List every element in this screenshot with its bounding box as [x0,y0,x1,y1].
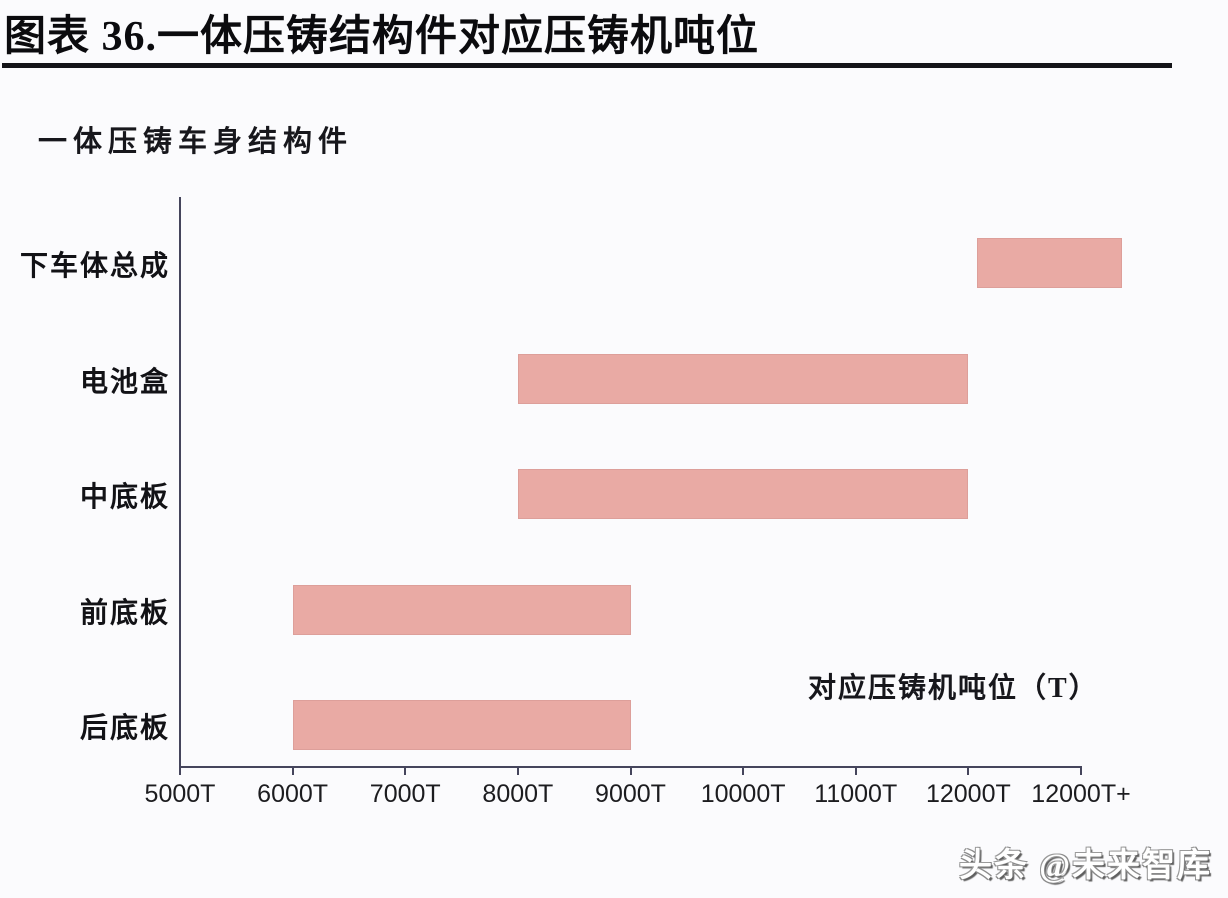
category-label: 后底板 [79,713,170,744]
x-axis-tick [967,766,970,775]
range-bar [517,469,969,519]
x-axis-tick [742,766,745,775]
x-tick-label: 12000T+ [1031,780,1131,808]
x-tick-label: 6000T [257,780,329,808]
watermark: 头条 @未来智库 [959,848,1212,884]
title-underline [2,63,1172,68]
x-axis-annotation: 对应压铸机吨位（T） [808,673,1099,704]
x-tick-label: 9000T [595,780,666,808]
x-tick-label: 5000T [144,780,216,808]
x-tick-label: 12000T [925,780,1011,808]
range-bar [977,238,1122,288]
x-tick-label: 10000T [700,780,786,808]
range-bar [517,353,969,404]
category-label: 前底板 [79,597,170,629]
category-label: 中底板 [79,482,170,513]
figure-title: 图表 36.一体压铸结构件对应压铸机吨位 [4,14,760,60]
x-tick-label: 8000T [482,780,554,808]
x-tick-label: 11000T [814,780,898,808]
x-axis-tick [629,766,632,775]
x-axis-tick [854,766,857,775]
x-axis-tick [1080,766,1082,775]
x-axis-tick [179,766,181,775]
x-axis-tick [404,766,407,775]
y-axis-title: 一体压铸车身结构件 [38,126,354,158]
range-bar [292,700,631,750]
x-axis-tick [291,766,294,775]
range-bar [292,584,631,635]
y-axis-line [179,197,181,768]
category-label: 下车体总成 [19,251,170,282]
x-axis-tick [516,766,519,775]
x-tick-label: 7000T [369,780,441,808]
category-label: 电池盒 [79,366,170,398]
